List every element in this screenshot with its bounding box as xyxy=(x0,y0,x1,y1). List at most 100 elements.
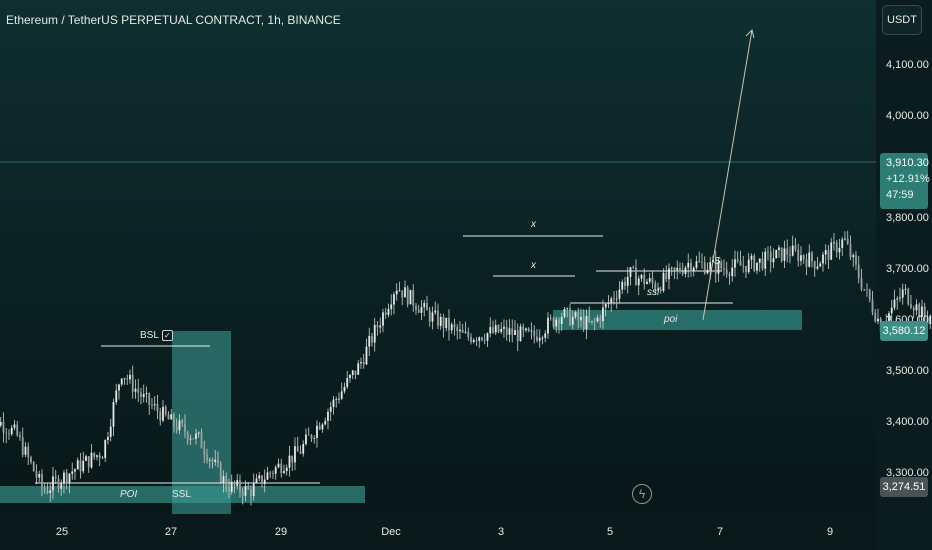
candle-body xyxy=(764,251,767,269)
candle-body xyxy=(929,315,932,325)
y-tick: 3,800.00 xyxy=(886,212,929,224)
candle-body xyxy=(305,434,307,445)
candle-body xyxy=(354,370,357,375)
candle-body xyxy=(516,330,519,342)
candle-body xyxy=(404,287,406,298)
candle-body xyxy=(401,290,404,298)
candle-body xyxy=(60,483,63,489)
candle-body xyxy=(393,294,395,305)
candle-body xyxy=(901,289,904,298)
candle-body xyxy=(104,440,107,458)
candle-body xyxy=(893,299,896,308)
x-tick: 9 xyxy=(826,526,834,538)
y-tick: 3,500.00 xyxy=(886,365,929,377)
candle-body xyxy=(698,261,701,263)
candle-body xyxy=(65,472,68,484)
candle-body xyxy=(569,308,571,325)
candle-body xyxy=(580,316,582,321)
candle-body xyxy=(769,251,772,263)
candle-body xyxy=(824,250,827,255)
candle-body xyxy=(263,479,266,484)
candle-body xyxy=(437,310,439,326)
candle-body xyxy=(327,411,329,421)
candle-body xyxy=(607,303,610,305)
candle-body xyxy=(252,482,255,496)
candle-body xyxy=(109,426,112,437)
candle-body xyxy=(626,276,629,286)
candle-body xyxy=(745,265,747,273)
candle-body xyxy=(244,485,247,496)
candle-body xyxy=(838,247,841,253)
candle-body xyxy=(186,432,189,440)
candle-body xyxy=(41,474,43,488)
candle-body xyxy=(481,337,483,340)
candle-body xyxy=(228,488,230,492)
candle-body xyxy=(272,472,274,474)
candle-body xyxy=(379,325,382,328)
candle-body xyxy=(659,288,662,291)
candle-body xyxy=(725,269,728,275)
candle-body xyxy=(0,421,2,426)
candle-body xyxy=(500,328,503,332)
ssl-annotation-right: ssl xyxy=(647,287,660,298)
candle-body xyxy=(299,451,302,454)
candle-body xyxy=(756,262,758,271)
candle-body xyxy=(514,330,516,335)
candle-body xyxy=(673,267,676,270)
candle-body xyxy=(615,298,618,300)
candle-body xyxy=(923,306,926,318)
candle-body xyxy=(849,243,852,258)
candle-body xyxy=(720,261,723,269)
candle-body xyxy=(19,435,21,438)
candle-body xyxy=(489,327,492,334)
candle-body xyxy=(585,315,588,330)
candle-body xyxy=(148,393,151,405)
candle-body xyxy=(706,269,709,274)
candle-body xyxy=(692,267,695,272)
candle-body xyxy=(442,316,445,329)
bolt-icon[interactable]: ϟ xyxy=(632,484,652,504)
x-tick: Dec xyxy=(381,526,401,538)
candle-body xyxy=(544,333,547,338)
candle-body xyxy=(365,346,368,365)
candle-body xyxy=(30,457,32,463)
candle-body xyxy=(167,414,170,420)
candle-body xyxy=(690,262,692,272)
candle-body xyxy=(236,480,239,486)
candle-body xyxy=(855,255,857,265)
candle-body xyxy=(230,481,233,492)
candle-body xyxy=(32,462,35,472)
candle-body xyxy=(241,491,244,496)
candle-body xyxy=(134,388,137,392)
candle-body xyxy=(445,317,448,329)
countdown: 47:59 xyxy=(886,189,914,201)
currency-button[interactable]: USDT xyxy=(882,5,922,35)
candle-body xyxy=(896,298,899,300)
candle-body xyxy=(151,404,153,406)
candle-body xyxy=(123,378,126,380)
candle-body xyxy=(145,393,148,395)
candle-body xyxy=(591,320,593,322)
candle-body xyxy=(805,259,808,267)
candle-body xyxy=(703,262,706,274)
candle-body xyxy=(390,304,393,309)
candle-body xyxy=(206,454,208,461)
candle-body xyxy=(426,303,428,311)
candle-body xyxy=(332,399,335,408)
candle-body xyxy=(175,425,178,431)
candle-body xyxy=(522,326,525,331)
check-icon: ✓ xyxy=(161,330,173,341)
candle-body xyxy=(566,308,569,310)
candle-body xyxy=(456,327,459,332)
candle-body xyxy=(159,411,162,421)
poi-annotation-right: poi xyxy=(664,314,678,325)
candle-body xyxy=(778,247,780,251)
candle-body xyxy=(811,252,813,262)
candle-body xyxy=(302,444,305,454)
candle-body xyxy=(530,330,533,332)
candle-body xyxy=(926,317,929,325)
candle-body xyxy=(527,328,530,332)
candle-body xyxy=(340,391,343,399)
candle-body xyxy=(368,336,371,347)
